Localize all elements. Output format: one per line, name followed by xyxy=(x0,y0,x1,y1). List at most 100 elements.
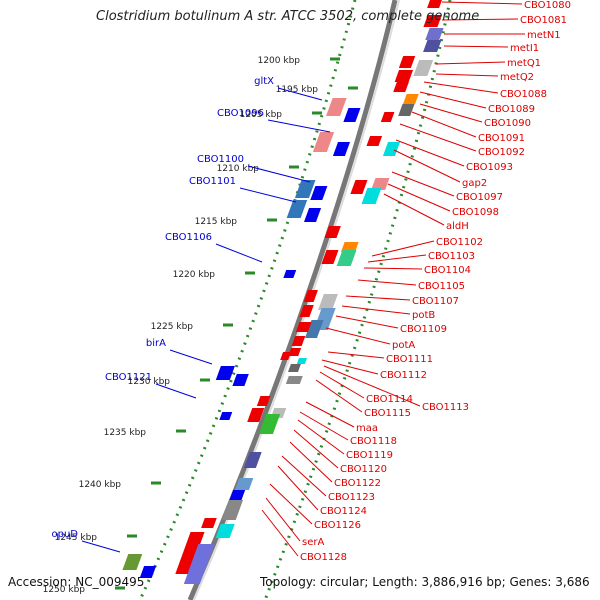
gene-label-forward[interactable]: CBO1119 xyxy=(346,450,393,461)
gene-label-reverse[interactable]: CBO1096 xyxy=(217,108,264,119)
gene-label-forward[interactable]: metQ1 xyxy=(507,58,541,69)
gene-label-reverse[interactable]: CBO1100 xyxy=(197,154,244,165)
gene-label-forward[interactable]: CBO1123 xyxy=(328,492,375,503)
gene-label-forward[interactable]: CBO1111 xyxy=(386,354,433,365)
gene-label-forward[interactable]: CBO1109 xyxy=(400,324,447,335)
gene-label-forward[interactable]: aldH xyxy=(446,221,469,232)
gene-label-forward[interactable]: CBO1118 xyxy=(350,436,397,447)
gene-feature[interactable] xyxy=(256,396,271,406)
gene-label-forward[interactable]: CBO1120 xyxy=(340,464,387,475)
gene-label-forward[interactable]: CBO1107 xyxy=(412,296,459,307)
gene-feature[interactable] xyxy=(321,250,339,264)
gene-feature[interactable] xyxy=(393,82,409,92)
gene-feature[interactable] xyxy=(403,94,419,104)
gene-label-forward[interactable]: CBO1081 xyxy=(520,15,567,26)
gene-feature[interactable] xyxy=(247,408,265,422)
gene-label-forward[interactable]: CBO1092 xyxy=(478,147,525,158)
gene-feature[interactable] xyxy=(288,348,302,356)
gene-label-forward[interactable]: CBO1097 xyxy=(456,192,503,203)
gene-feature[interactable] xyxy=(361,188,382,204)
gene-feature[interactable] xyxy=(295,322,312,332)
gene-feature[interactable] xyxy=(340,242,359,252)
gene-label-forward[interactable]: CBO1114 xyxy=(366,394,413,405)
gene-label-reverse[interactable]: CBO1106 xyxy=(165,232,212,243)
gene-feature[interactable] xyxy=(291,336,306,346)
gene-feature[interactable] xyxy=(423,15,442,27)
gene-feature[interactable] xyxy=(312,132,335,152)
gene-label-forward[interactable]: CBO1103 xyxy=(428,251,475,262)
gene-feature[interactable] xyxy=(343,108,361,122)
gene-label-forward[interactable]: CBO1112 xyxy=(380,370,427,381)
gene-feature[interactable] xyxy=(326,98,347,116)
gene-feature[interactable] xyxy=(394,70,414,82)
gene-label-forward[interactable]: CBO1126 xyxy=(314,520,361,531)
gene-feature[interactable] xyxy=(310,186,328,200)
gene-label-forward[interactable]: potA xyxy=(392,340,415,351)
gene-feature[interactable] xyxy=(398,104,415,116)
gene-feature[interactable] xyxy=(299,305,314,317)
gene-label-reverse[interactable]: opuD xyxy=(51,529,78,540)
gene-feature[interactable] xyxy=(280,352,292,360)
gene-label-forward[interactable]: potB xyxy=(412,310,435,321)
gene-feature[interactable] xyxy=(303,208,322,222)
gene-feature[interactable] xyxy=(283,270,297,278)
gene-label-forward[interactable]: CBO1089 xyxy=(488,104,535,115)
gene-label-forward[interactable]: metN1 xyxy=(527,30,561,41)
gene-feature[interactable] xyxy=(201,518,217,528)
gene-feature[interactable] xyxy=(122,554,143,570)
gene-feature[interactable] xyxy=(303,290,318,302)
gene-feature[interactable] xyxy=(423,40,442,52)
gene-feature[interactable] xyxy=(243,452,262,468)
gene-feature[interactable] xyxy=(318,294,338,310)
gene-label-forward[interactable]: CBO1122 xyxy=(334,478,381,489)
gene-label-forward[interactable]: CBO1080 xyxy=(524,0,571,11)
gene-feature[interactable] xyxy=(228,490,246,502)
gene-feature[interactable] xyxy=(215,366,235,380)
gene-feature[interactable] xyxy=(427,0,442,8)
gene-feature[interactable] xyxy=(382,142,401,156)
gene-label-forward[interactable]: CBO1088 xyxy=(500,89,547,100)
gene-label-forward[interactable]: metI1 xyxy=(510,43,539,54)
gene-label-forward[interactable]: gap2 xyxy=(462,178,487,189)
gene-feature[interactable] xyxy=(232,374,249,386)
gene-feature[interactable] xyxy=(380,112,395,122)
gene-label-forward[interactable]: CBO1113 xyxy=(422,402,469,413)
gene-feature[interactable] xyxy=(366,136,383,146)
gene-feature[interactable] xyxy=(139,566,157,578)
gene-feature[interactable] xyxy=(336,250,357,266)
gene-label-forward[interactable]: CBO1124 xyxy=(320,506,367,517)
gene-feature[interactable] xyxy=(288,364,301,372)
gene-label-forward[interactable]: CBO1105 xyxy=(418,281,465,292)
gene-label-forward[interactable]: CBO1115 xyxy=(364,408,411,419)
gene-label-reverse[interactable]: gltX xyxy=(254,76,274,87)
gene-label-forward[interactable]: maa xyxy=(356,423,378,434)
gene-feature[interactable] xyxy=(324,226,341,238)
gene-label-forward[interactable]: metQ2 xyxy=(500,72,534,83)
gene-feature[interactable] xyxy=(350,180,368,194)
gene-label-forward[interactable]: CBO1104 xyxy=(424,265,471,276)
gene-feature[interactable] xyxy=(425,28,444,40)
gene-feature[interactable] xyxy=(221,500,244,520)
gene-feature[interactable] xyxy=(413,60,434,76)
gene-label-forward[interactable]: CBO1091 xyxy=(478,133,525,144)
gene-label-reverse[interactable]: CBO1121 xyxy=(105,372,152,383)
gene-label-reverse[interactable]: birA xyxy=(146,338,166,349)
gene-feature[interactable] xyxy=(234,478,254,490)
gene-feature[interactable] xyxy=(332,142,351,156)
gene-label-forward[interactable]: CBO1102 xyxy=(436,237,483,248)
gene-feature[interactable] xyxy=(285,376,303,384)
gene-label-forward[interactable]: CBO1090 xyxy=(484,118,531,129)
gene-feature[interactable] xyxy=(258,414,281,434)
gene-feature[interactable] xyxy=(219,412,233,420)
gene-feature[interactable] xyxy=(304,320,324,338)
gene-label-forward[interactable]: CBO1098 xyxy=(452,207,499,218)
gene-feature[interactable] xyxy=(371,178,390,190)
gene-feature[interactable] xyxy=(183,544,215,584)
gene-feature[interactable] xyxy=(175,532,205,574)
gene-feature[interactable] xyxy=(296,358,307,364)
gene-feature[interactable] xyxy=(398,56,416,68)
gene-label-forward[interactable]: CBO1128 xyxy=(300,552,347,563)
gene-label-forward[interactable]: CBO1093 xyxy=(466,162,513,173)
gene-feature[interactable] xyxy=(286,200,308,218)
gene-feature[interactable] xyxy=(215,524,235,538)
